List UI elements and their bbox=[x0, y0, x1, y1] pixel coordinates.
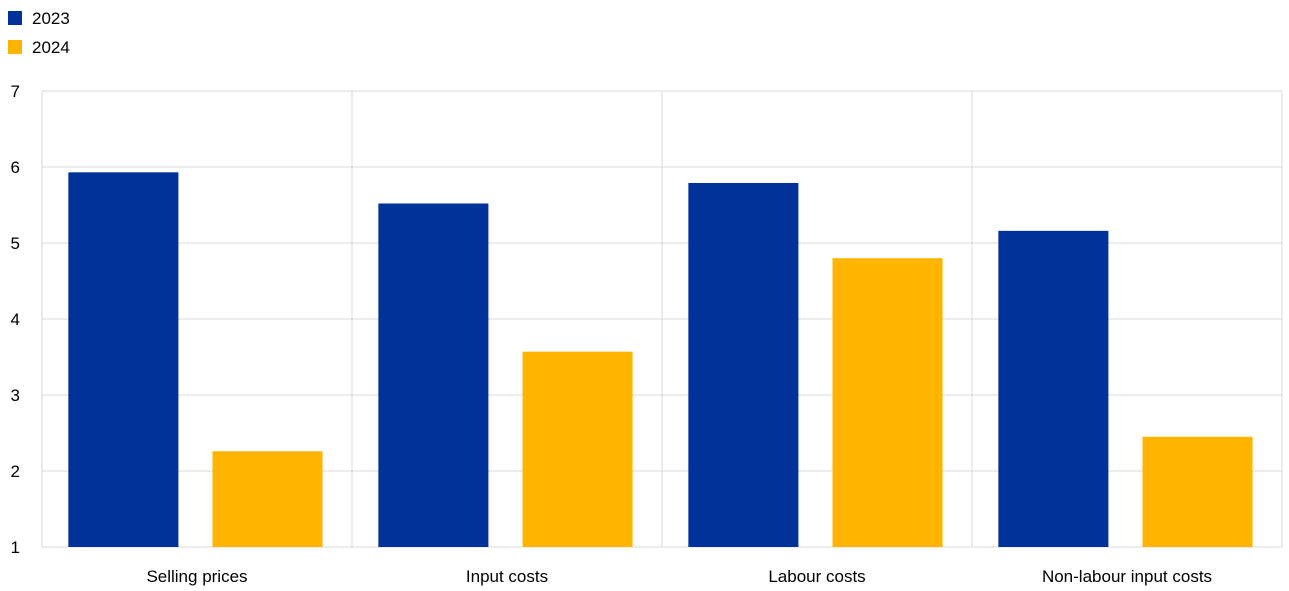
bars bbox=[68, 172, 1253, 548]
bar-2024-3 bbox=[1142, 436, 1253, 547]
legend-label-2024: 2024 bbox=[32, 38, 70, 57]
legend-label-2023: 2023 bbox=[32, 9, 70, 28]
bar-2023-3 bbox=[998, 230, 1109, 547]
legend: 2023 2024 bbox=[8, 9, 70, 57]
y-tick-label: 6 bbox=[11, 158, 20, 177]
bar-2023-1 bbox=[378, 203, 489, 548]
x-axis-ticks: Selling prices Input costs Labour costs Non… bbox=[146, 567, 1212, 586]
y-tick-label: 4 bbox=[11, 310, 20, 329]
bar-2023-0 bbox=[68, 172, 179, 547]
y-tick-label: 1 bbox=[11, 538, 20, 557]
bar-2024-1 bbox=[522, 351, 633, 547]
bar-2024-2 bbox=[832, 258, 943, 547]
legend-swatch-2023 bbox=[8, 11, 22, 25]
y-tick-label: 5 bbox=[11, 234, 20, 253]
y-axis-ticks: 1 2 3 4 5 6 7 bbox=[11, 82, 20, 557]
bar-2024-0 bbox=[212, 451, 323, 547]
x-tick-label: Labour costs bbox=[768, 567, 865, 586]
legend-swatch-2024 bbox=[8, 40, 22, 54]
bar-2023-2 bbox=[688, 182, 799, 547]
y-tick-label: 3 bbox=[11, 386, 20, 405]
x-tick-label: Non-labour input costs bbox=[1042, 567, 1212, 586]
y-tick-label: 2 bbox=[11, 462, 20, 481]
x-tick-label: Selling prices bbox=[146, 567, 247, 586]
x-tick-label: Input costs bbox=[466, 567, 548, 586]
y-tick-label: 7 bbox=[11, 82, 20, 101]
